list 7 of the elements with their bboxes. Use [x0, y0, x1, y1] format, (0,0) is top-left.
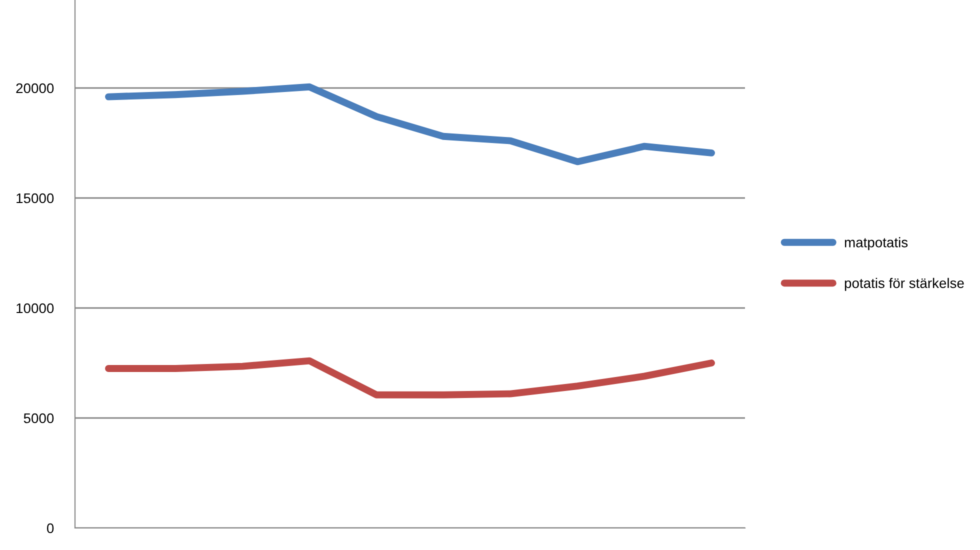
y-tick-label: 15000	[16, 193, 54, 204]
legend-label: potatis för stärkelse	[844, 278, 964, 291]
y-tick-label: 0	[46, 523, 54, 534]
y-tick-label: 20000	[16, 83, 54, 94]
y-tick-label: 5000	[24, 413, 54, 424]
legend-label: matpotatis	[844, 237, 908, 250]
y-tick-label: 10000	[16, 303, 54, 314]
